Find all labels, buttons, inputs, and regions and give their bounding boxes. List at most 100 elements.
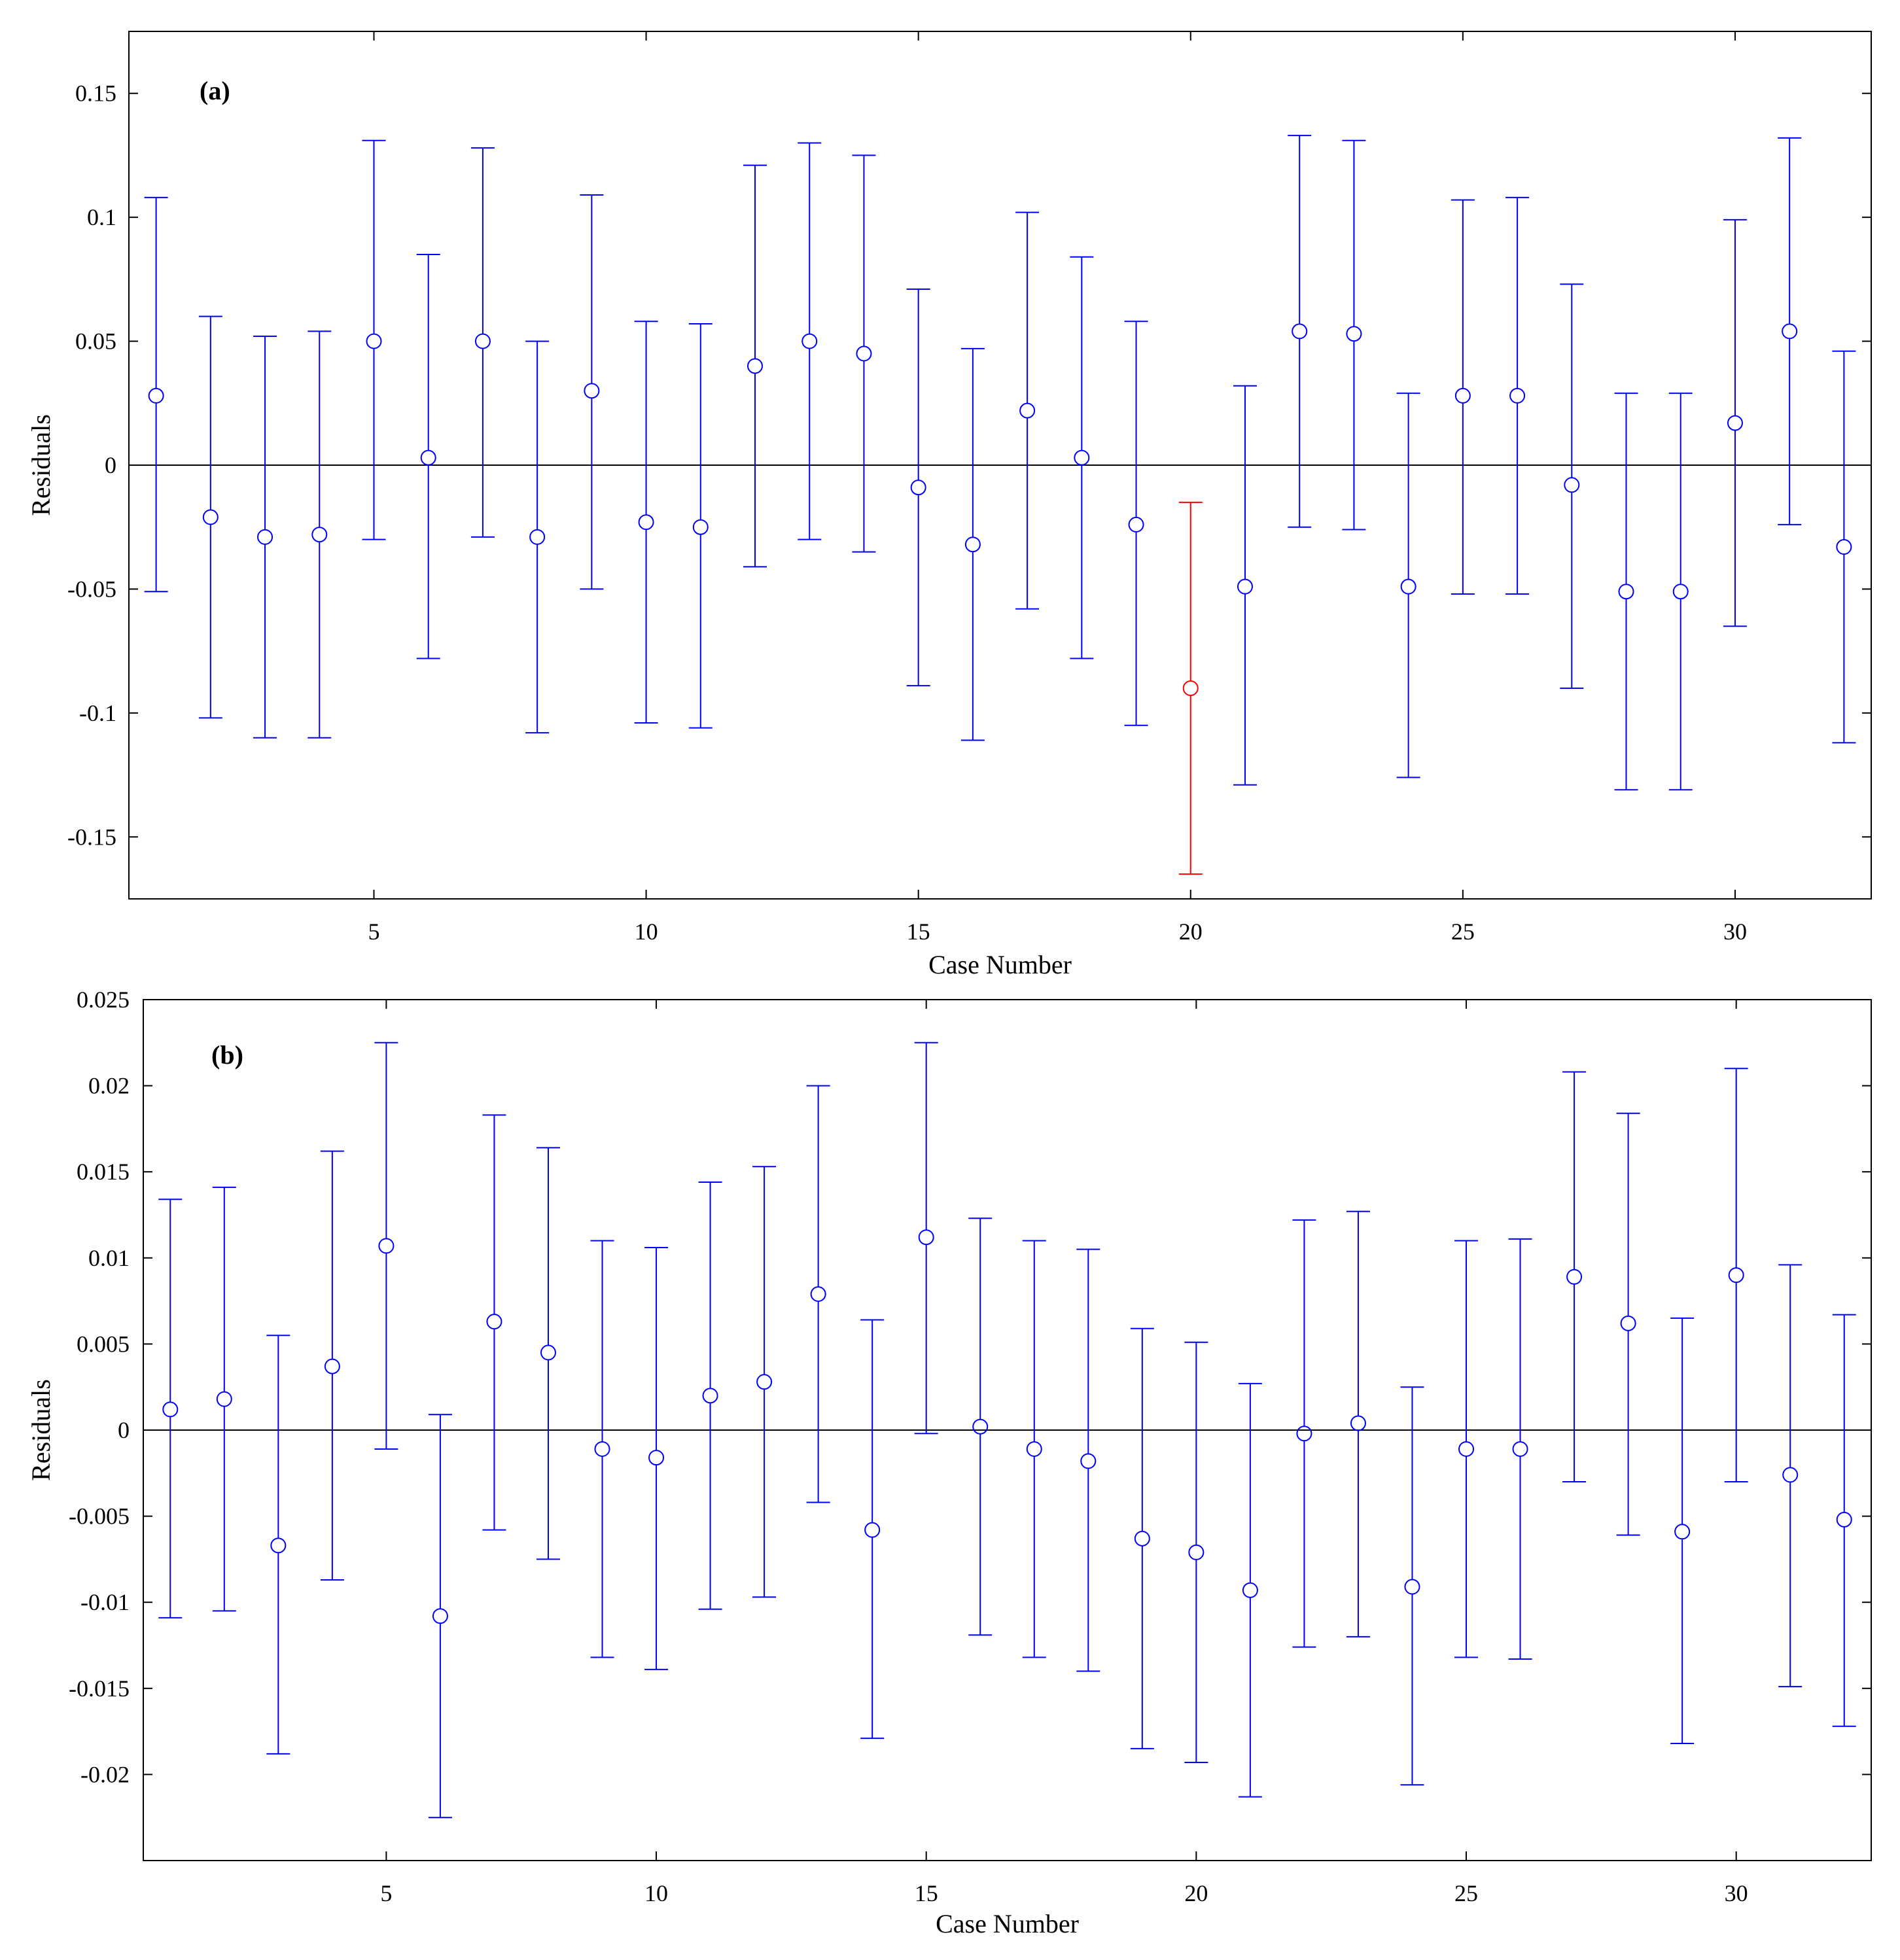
residual-point xyxy=(1674,1524,1691,1540)
residual-point xyxy=(1074,449,1090,466)
x-tick-label: 30 xyxy=(1723,919,1747,945)
residual-point xyxy=(202,509,219,525)
y-tick-label: 0.15 xyxy=(75,80,116,107)
residual-point xyxy=(1728,1267,1744,1284)
residual-point xyxy=(216,1391,232,1407)
residual-point xyxy=(529,529,546,545)
x-tick-label: 25 xyxy=(1454,1880,1478,1906)
y-tick-label: 0.025 xyxy=(77,987,130,1013)
residual-point xyxy=(756,1374,773,1390)
error-bar-case-11 xyxy=(698,1181,722,1610)
error-bar-case-16 xyxy=(968,1217,993,1636)
residual-point xyxy=(972,1418,989,1435)
residual-point xyxy=(540,1344,556,1361)
error-bar-case-4 xyxy=(320,1150,344,1581)
y-tick-label: 0.05 xyxy=(75,328,116,355)
residual-point xyxy=(810,1286,826,1303)
residual-point xyxy=(1564,477,1580,493)
error-bar-case-10 xyxy=(634,321,658,724)
residual-point xyxy=(311,527,328,543)
error-bar-case-24 xyxy=(1396,393,1420,779)
error-bar-case-13 xyxy=(798,142,822,540)
residual-point xyxy=(1080,1453,1097,1469)
error-bar-case-17 xyxy=(1022,1240,1046,1658)
residual-point xyxy=(1672,584,1689,600)
error-bar-case-18 xyxy=(1070,256,1094,659)
x-tick-label: 25 xyxy=(1451,919,1475,945)
residual-point xyxy=(1350,1415,1366,1431)
y-tick-label: -0.1 xyxy=(79,700,116,726)
residual-point xyxy=(1512,1441,1528,1457)
error-bar-case-15 xyxy=(906,289,930,687)
error-bar-case-21 xyxy=(1233,385,1257,786)
residual-point xyxy=(1836,539,1852,555)
residual-point xyxy=(1404,1579,1420,1595)
residual-point xyxy=(692,519,709,535)
residual-point xyxy=(1400,578,1416,595)
error-bar-case-7 xyxy=(482,1114,506,1531)
y-tick-label: 0 xyxy=(105,452,116,478)
error-bar-case-23 xyxy=(1342,139,1366,531)
error-bar-case-14 xyxy=(860,1319,885,1740)
residual-point xyxy=(864,1522,881,1538)
residual-point xyxy=(1182,680,1199,696)
error-bar-case-11 xyxy=(688,323,712,729)
error-bar-case-23 xyxy=(1346,1210,1370,1637)
error-bar-case-14 xyxy=(852,154,876,553)
error-bar-case-27 xyxy=(1562,1071,1587,1482)
residual-point xyxy=(1566,1269,1583,1285)
error-bar-case-32 xyxy=(1832,350,1856,744)
error-bar-case-21 xyxy=(1238,1382,1262,1798)
y-tick-label: 0 xyxy=(118,1417,130,1443)
y-tick-label: 0.015 xyxy=(77,1159,130,1185)
residual-point xyxy=(378,1238,395,1254)
error-bar-case-18 xyxy=(1076,1248,1100,1672)
residual-point xyxy=(1019,402,1036,419)
residual-point xyxy=(486,1314,502,1330)
error-bar-case-31 xyxy=(1778,1264,1803,1688)
x-tick-label: 20 xyxy=(1179,919,1203,945)
y-tick-label: -0.05 xyxy=(67,576,116,602)
error-bar-case-19 xyxy=(1130,1327,1154,1749)
error-bar-case-20 xyxy=(1178,501,1203,875)
panel-a-residuals-chart: -0.15 -0.1 -0.05 0 0.05 0.1 0.15 5 10 15 20 25 30 (a)… xyxy=(26,31,1872,979)
residual-point xyxy=(1188,1544,1205,1560)
error-bar-case-26 xyxy=(1508,1238,1532,1660)
residual-point xyxy=(638,514,654,531)
residual-point xyxy=(856,345,872,362)
error-bar-case-13 xyxy=(806,1085,830,1503)
residual-point xyxy=(1454,387,1471,404)
x-tick-label: 10 xyxy=(644,1880,668,1906)
x-tick-label: 15 xyxy=(907,919,930,945)
error-bar-case-29 xyxy=(1668,393,1693,791)
y-axis-label: Residuals xyxy=(26,414,56,516)
error-bar-case-19 xyxy=(1124,321,1148,726)
error-bar-case-3 xyxy=(253,335,277,739)
error-bar-case-25 xyxy=(1454,1240,1479,1658)
residual-point xyxy=(801,333,818,349)
residual-point xyxy=(270,1537,287,1554)
error-bar-case-22 xyxy=(1288,135,1312,528)
error-bar-case-12 xyxy=(743,164,767,568)
error-bar-case-8 xyxy=(536,1147,560,1560)
y-tick-label: -0.005 xyxy=(69,1503,130,1530)
y-tick-label: 0.02 xyxy=(88,1073,130,1099)
residual-point xyxy=(1620,1315,1636,1331)
error-bar-case-28 xyxy=(1616,1112,1640,1536)
x-axis-label: Case Number xyxy=(928,950,1072,979)
residual-point xyxy=(162,1401,179,1418)
error-bar-case-20 xyxy=(1184,1341,1208,1763)
residual-point xyxy=(1292,323,1308,340)
x-tick-label: 10 xyxy=(635,919,658,945)
error-bar-case-25 xyxy=(1451,199,1475,595)
error-bar-case-12 xyxy=(752,1166,777,1598)
panel-label: (b) xyxy=(211,1040,243,1070)
y-tick-label: -0.015 xyxy=(69,1675,130,1702)
error-bar-case-27 xyxy=(1560,283,1584,689)
residual-point xyxy=(1296,1426,1312,1442)
y-tick-label: 0.01 xyxy=(88,1245,130,1271)
error-bar-case-26 xyxy=(1505,196,1530,595)
residual-point xyxy=(747,358,764,374)
residual-point xyxy=(702,1388,718,1404)
